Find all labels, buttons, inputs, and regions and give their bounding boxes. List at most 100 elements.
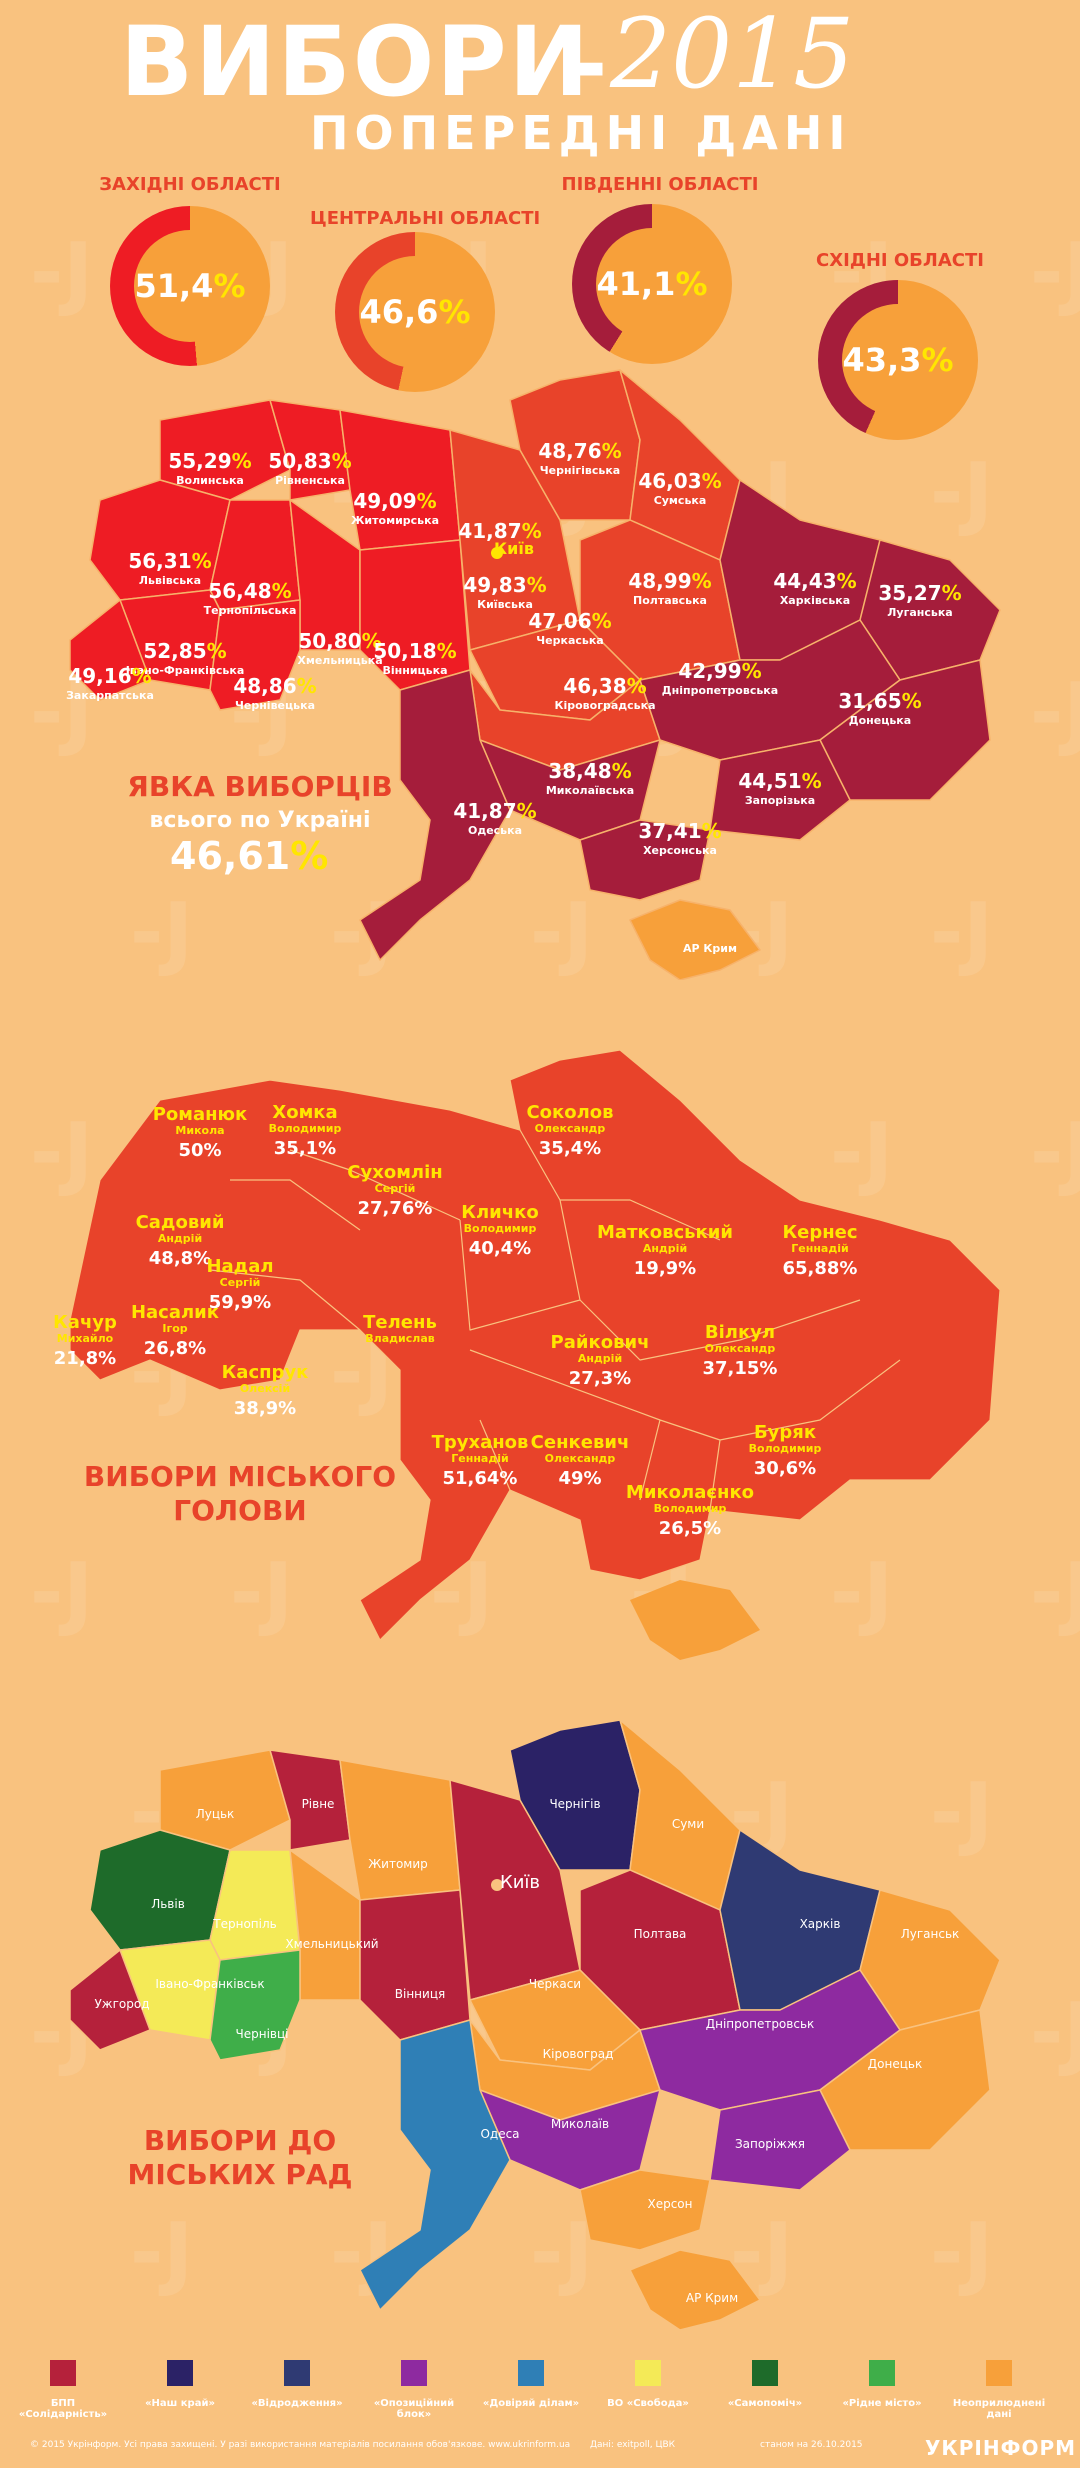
mayor-candidate-value: 50% bbox=[178, 1140, 221, 1161]
council-uzhhorod bbox=[69, 1949, 151, 2051]
turnout-region-name: АР Крим bbox=[683, 942, 737, 955]
watermark-glyph: -J bbox=[130, 2206, 193, 2299]
legend-item: «Наш край» bbox=[125, 2360, 235, 2409]
mayor-candidate-surname: Качур bbox=[53, 1312, 117, 1333]
donut-label-west: ЗАХІДНІ ОБЛАСТІ bbox=[99, 174, 281, 195]
ukrinform-logo: УКРІНФОРМ bbox=[925, 2436, 1077, 2460]
mayor-candidate-value: 27,3% bbox=[569, 1368, 631, 1389]
council-city-label: Одеса bbox=[480, 2127, 519, 2141]
mayor-candidate-surname: Хомка bbox=[272, 1102, 337, 1123]
mayor-candidate-firstname: Михайло bbox=[57, 1332, 114, 1345]
turnout-region-value: 47,06% bbox=[528, 609, 611, 633]
legend-label: «Наш край» bbox=[145, 2398, 215, 2409]
mayor-candidate-surname: Соколов bbox=[526, 1102, 613, 1123]
mayor-map-borders bbox=[209, 1129, 901, 1511]
mayor-candidate-surname: Романюк bbox=[153, 1104, 248, 1125]
turnout-region-value: 31,65% bbox=[838, 689, 921, 713]
turnout-region-value: 56,31% bbox=[128, 549, 211, 573]
mayor-candidate-surname: Кличко bbox=[461, 1202, 538, 1223]
mayor-candidate-surname: Вілкул bbox=[705, 1322, 775, 1343]
mayor-candidate-surname: Труханов bbox=[432, 1432, 529, 1453]
legend-label: ВО «Свобода» bbox=[607, 2398, 689, 2409]
mayor-candidate-value: 30,6% bbox=[754, 1458, 816, 1479]
watermark-glyph: -J bbox=[30, 1106, 93, 1199]
donut-south: 41,1% bbox=[572, 204, 732, 364]
mayor-candidate-firstname: Володимир bbox=[464, 1222, 537, 1235]
council-city-label: Житомир bbox=[368, 1857, 428, 1871]
legend-swatch bbox=[869, 2360, 895, 2386]
turnout-region-name: Херсонська bbox=[643, 844, 717, 857]
turnout-region-name: Полтавська bbox=[633, 594, 707, 607]
mayor-candidate-value: 51,64% bbox=[443, 1468, 518, 1489]
mayor-candidate-surname: Садовий bbox=[136, 1212, 225, 1233]
watermark-glyph: -J bbox=[1030, 666, 1080, 759]
mayor-candidate-firstname: Володимир bbox=[749, 1442, 822, 1455]
council-city-label: Ужгород bbox=[94, 1997, 149, 2011]
legend-item: Неоприлюднені дані bbox=[944, 2360, 1054, 2420]
page-title: ВИБОРИ bbox=[120, 6, 591, 118]
mayor-candidate-firstname: Андрій bbox=[158, 1232, 202, 1245]
mayor-candidate-surname: Райкович bbox=[551, 1332, 650, 1353]
council-lviv bbox=[89, 1829, 231, 1951]
council-city-label: Полтава bbox=[634, 1927, 687, 1941]
council-city-label: Тернопіль bbox=[212, 1917, 276, 1931]
legend-swatch bbox=[752, 2360, 778, 2386]
kyiv-dot bbox=[491, 547, 503, 559]
donut-label-center: ЦЕНТРАЛЬНІ ОБЛАСТІ bbox=[310, 208, 541, 229]
mayor-candidate-value: 21,8% bbox=[54, 1348, 116, 1369]
turnout-region-name: Запорізька bbox=[745, 794, 815, 807]
watermark-glyph: -J bbox=[1030, 226, 1080, 319]
watermark-glyph: -J bbox=[1030, 1106, 1080, 1199]
donut-west: 51,4% bbox=[110, 206, 270, 366]
footer-copyright: © 2015 Укрінформ. Усі права захищені. У … bbox=[30, 2440, 571, 2450]
region-odesa bbox=[359, 669, 511, 961]
turnout-region-value: 44,43% bbox=[773, 569, 856, 593]
donut-value-west: 51,4 bbox=[134, 267, 214, 305]
legend-item: «Самопоміч» bbox=[710, 2360, 820, 2409]
turnout-region-value: 49,09% bbox=[353, 489, 436, 513]
donut-value-south: 41,1 bbox=[596, 265, 676, 303]
council-title: ВИБОРИ ДО МІСЬКИХ РАД bbox=[127, 2124, 353, 2191]
turnout-region-name: Миколаївська bbox=[546, 784, 634, 797]
footer-date: станом на 26.10.2015 bbox=[760, 2440, 863, 2450]
council-city-label: Донецьк bbox=[868, 2057, 922, 2071]
mayor-candidate-value: 40,4% bbox=[469, 1238, 531, 1259]
title-year: 2015 bbox=[610, 0, 855, 110]
page-subtitle: ПОПЕРЕДНІ ДАНІ bbox=[310, 106, 852, 160]
turnout-region-name: Кіровоградська bbox=[554, 699, 655, 712]
turnout-region-value: 49,83% bbox=[463, 573, 546, 597]
mayor-candidate-surname: Телень bbox=[363, 1312, 437, 1333]
council-zhytomyr bbox=[339, 1759, 461, 1901]
mayor-candidate-firstname: Сергій bbox=[375, 1182, 416, 1195]
turnout-region-name: Хмельницька bbox=[297, 654, 382, 667]
mayor-candidate-firstname: Владислав bbox=[365, 1332, 434, 1345]
turnout-region-value: 50,18% bbox=[373, 639, 456, 663]
mayor-candidate-value: 65,88% bbox=[783, 1258, 858, 1279]
legend-label: «Рідне місто» bbox=[842, 2398, 922, 2409]
mayor-candidate-surname: Сухомлін bbox=[347, 1162, 442, 1183]
council-city-label: Хмельницький bbox=[285, 1937, 378, 1951]
council-city-label: Харків bbox=[800, 1917, 841, 1931]
turnout-region-value: 37,41% bbox=[638, 819, 721, 843]
turnout-region-name: Харківська bbox=[780, 594, 850, 607]
council-crimea bbox=[629, 2249, 761, 2330]
mayor-candidate-value: 59,9% bbox=[209, 1292, 271, 1313]
donut-center: 46,6% bbox=[335, 232, 495, 392]
mayor-candidate-surname: Буряк bbox=[754, 1422, 816, 1443]
council-chernivtsi bbox=[209, 1949, 301, 2061]
council-city-label: Чернівці bbox=[236, 2027, 289, 2041]
turnout-region-value: 48,86% bbox=[233, 674, 316, 698]
legend-label: «Відродження» bbox=[251, 2398, 343, 2409]
council-map: Луцьк Рівне Чернігів Суми Житомир Київ Львів Те… bbox=[69, 1719, 1001, 2330]
council-city-label: Чернігів bbox=[549, 1797, 600, 1811]
council-city-label: Рівне bbox=[302, 1797, 335, 1811]
legend-swatch bbox=[50, 2360, 76, 2386]
mayor-candidate-value: 26,8% bbox=[144, 1338, 206, 1359]
legend-item: БПП «Солідарність» bbox=[8, 2360, 118, 2420]
legend-label: БПП «Солідарність» bbox=[18, 2398, 108, 2420]
donut-label-east: СХІДНІ ОБЛАСТІ bbox=[816, 250, 984, 271]
donut-value-center: 46,6 bbox=[359, 293, 439, 331]
mayor-candidate-value: 26,5% bbox=[659, 1518, 721, 1539]
turnout-region-value: 42,99% bbox=[678, 659, 761, 683]
mayor-candidate-firstname: Андрій bbox=[643, 1242, 687, 1255]
